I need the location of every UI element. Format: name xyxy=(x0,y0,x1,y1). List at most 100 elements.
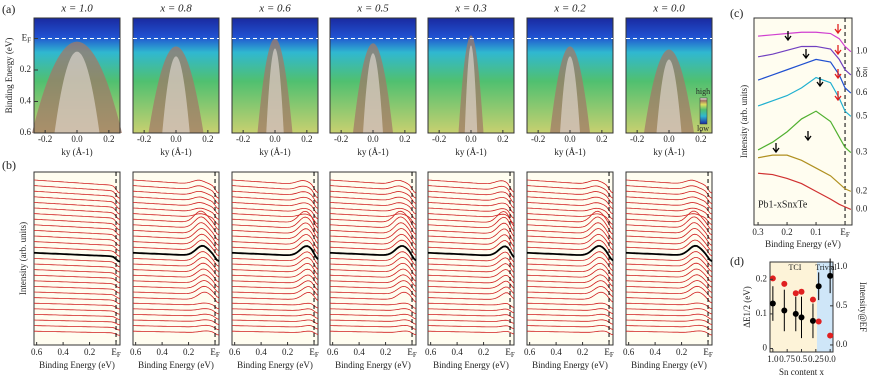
edc-curve xyxy=(132,210,220,231)
edc-curve xyxy=(625,210,713,231)
y-axis-label: ΔE1/2 (eV) xyxy=(742,286,752,328)
edc-curve xyxy=(526,245,614,262)
band-core xyxy=(363,53,383,133)
edc-curve xyxy=(329,196,417,210)
edc-curve xyxy=(231,308,319,314)
x-axis-label: ky (Å-1) xyxy=(554,147,585,157)
edc-curve xyxy=(231,280,319,291)
x-tick-label: EF xyxy=(111,347,121,359)
panel-title: x = 0.2 xyxy=(553,3,586,15)
plot-area xyxy=(753,17,853,226)
edc-curve xyxy=(33,286,121,294)
edc-curve xyxy=(33,235,121,247)
edc-curve xyxy=(625,257,713,273)
x-tick-label: 0.25 xyxy=(808,354,824,364)
edc-curve xyxy=(625,308,713,315)
legend-label: 1.0 xyxy=(856,46,868,56)
edc-curve xyxy=(526,190,614,205)
x-axis-label: ky (Å-1) xyxy=(61,147,92,157)
edc-curve xyxy=(329,285,417,298)
x-tick-label: 0.2 xyxy=(577,347,588,357)
edc-curve xyxy=(427,196,515,209)
panel-title: x = 0.3 xyxy=(454,3,487,15)
x-tick-label: EF xyxy=(505,347,515,359)
edc-curve xyxy=(526,213,614,226)
edc-curve xyxy=(33,246,121,257)
edc-curve xyxy=(526,268,614,282)
edc-curve xyxy=(329,268,417,282)
edc-curve xyxy=(626,330,713,336)
edc-curve xyxy=(33,291,121,299)
x-axis-label: Binding Energy (eV) xyxy=(532,360,608,370)
edc-curve xyxy=(329,228,417,246)
x-tick-label: 0.4 xyxy=(550,347,562,357)
point xyxy=(792,310,799,317)
arrow xyxy=(802,49,810,60)
legend-label: 0.3 xyxy=(856,147,868,157)
edc-curve xyxy=(132,257,220,273)
edc-curve xyxy=(33,308,121,315)
annotation: TCI xyxy=(789,263,802,272)
edc-curve xyxy=(427,228,515,243)
edc-curve xyxy=(526,239,614,256)
x-tick-label: -0.2 xyxy=(334,134,348,144)
x-tick-label: 0.0 xyxy=(663,134,675,144)
edc-curve xyxy=(329,280,417,293)
edc-curve xyxy=(329,222,417,241)
point xyxy=(781,280,788,287)
panel-label: (a) xyxy=(2,2,15,16)
edc-curve xyxy=(132,274,220,288)
edc-curve xyxy=(231,257,319,270)
x-tick-label: 0.6 xyxy=(623,347,635,357)
y-axis-label: Intensity (arb. units) xyxy=(18,222,28,295)
edc-curve xyxy=(231,286,319,296)
x-tick-label: 0.4 xyxy=(156,347,168,357)
edc-curve xyxy=(232,330,319,335)
edc-curve xyxy=(132,262,220,278)
edc-curve xyxy=(231,210,319,229)
edc-panel xyxy=(427,171,515,346)
edc-curve xyxy=(33,269,121,278)
edc-curve xyxy=(231,274,319,286)
x-axis-label: Binding Energy (eV) xyxy=(631,360,707,370)
point xyxy=(781,307,788,314)
edc-curve xyxy=(526,207,614,220)
series-line xyxy=(757,58,852,94)
arrow xyxy=(834,69,842,80)
x-tick-label: 0.6 xyxy=(130,347,142,357)
edc-curve xyxy=(132,227,220,246)
edc-curve xyxy=(625,280,713,294)
edc-curve xyxy=(428,330,515,335)
edc-curve xyxy=(132,251,220,267)
x-tick-label: -0.2 xyxy=(236,134,250,144)
x-tick-label: 0.6 xyxy=(425,347,437,357)
edc-curve xyxy=(33,251,121,263)
x-axis-label: Binding Energy (eV) xyxy=(433,360,509,370)
band-core xyxy=(162,56,190,133)
y2-tick-label: 0.5 xyxy=(836,300,848,310)
point xyxy=(815,318,822,325)
edc-curve xyxy=(625,179,713,194)
edc-curve xyxy=(329,239,417,256)
edc-curve xyxy=(427,179,515,193)
edc-curve xyxy=(526,319,614,325)
x-tick-label: EF xyxy=(604,347,614,359)
arrow xyxy=(834,91,842,102)
edc-curve xyxy=(132,268,220,283)
y-axis-label: Binding Energy (eV) xyxy=(4,38,14,114)
edc-curve xyxy=(133,330,220,336)
edc-curve xyxy=(626,324,713,331)
edc-curve xyxy=(427,245,515,258)
edc-curve xyxy=(625,268,713,283)
x-axis-label: Binding Energy (eV) xyxy=(765,239,841,249)
edc-curve xyxy=(427,216,515,232)
edc-curve xyxy=(527,324,614,330)
edc-curve xyxy=(33,190,121,205)
edc-curve xyxy=(132,308,220,315)
edc-curve xyxy=(625,190,713,205)
edc-curve xyxy=(231,213,319,225)
edc-curve xyxy=(526,228,614,246)
edc-curve xyxy=(329,313,417,320)
edc-curve xyxy=(427,280,515,289)
edc-curve xyxy=(527,330,614,336)
